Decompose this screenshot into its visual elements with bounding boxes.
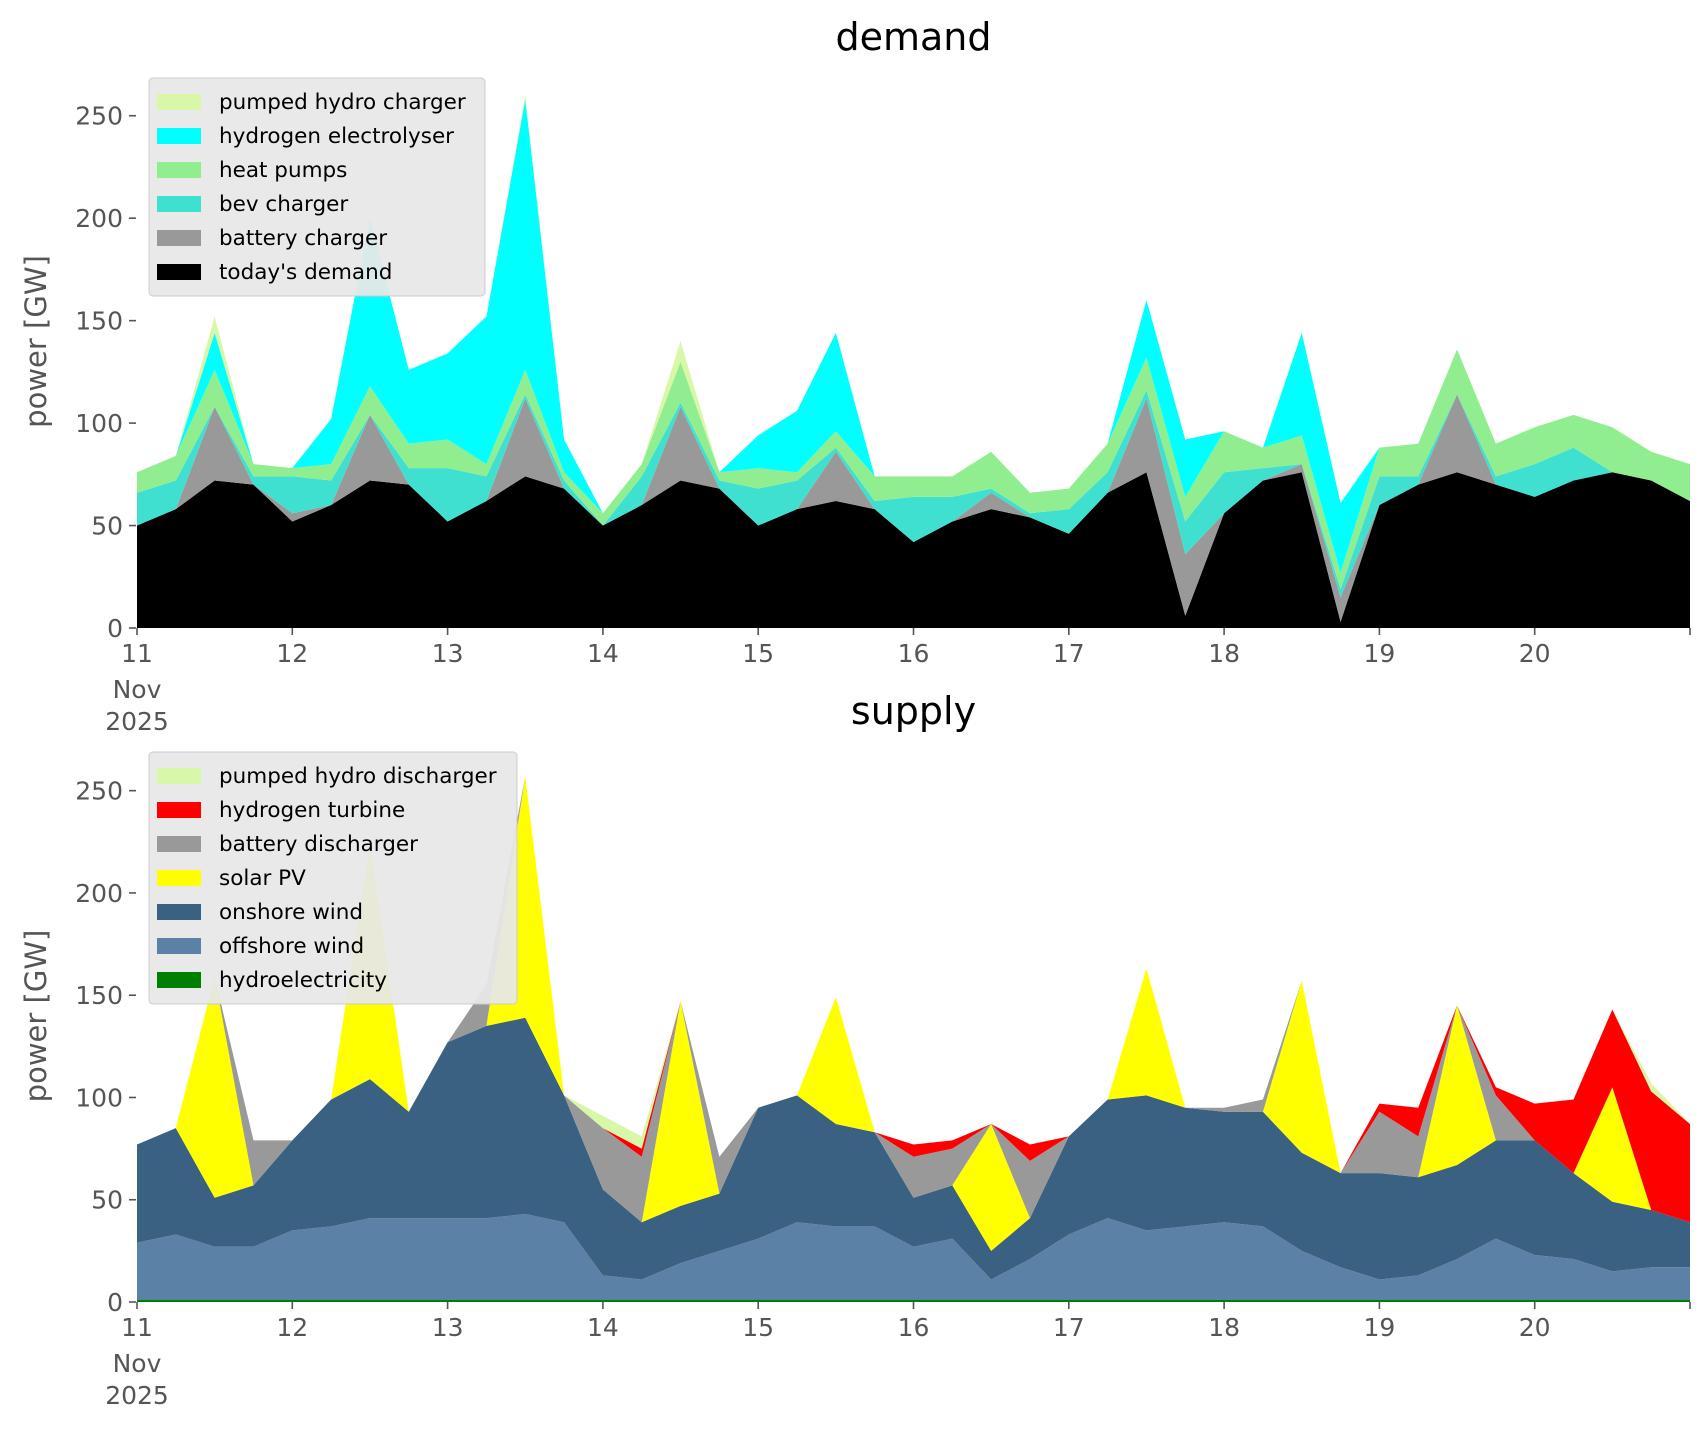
x-tick-label: 15: [742, 639, 774, 668]
legend-label: solar PV: [219, 866, 306, 891]
chart-title: supply: [851, 689, 976, 733]
x-tick-label: 18: [1208, 1313, 1240, 1342]
legend-swatch: [157, 836, 201, 852]
x-tick-sublabel: 2025: [105, 1381, 169, 1410]
area-onshore-wind: [137, 1017, 1690, 1280]
x-tick-label: 14: [587, 639, 619, 668]
legend-label: pumped hydro charger: [219, 90, 466, 115]
legend-swatch: [157, 162, 201, 178]
legend-swatch: [157, 128, 201, 144]
x-tick-label: 12: [276, 1313, 308, 1342]
y-axis-label: power [GW]: [19, 930, 53, 1103]
legend-swatch: [157, 230, 201, 246]
y-tick-label: 100: [75, 409, 123, 438]
x-tick-label: 12: [276, 639, 308, 668]
y-tick-label: 100: [75, 1083, 123, 1112]
x-tick-label: 13: [432, 1313, 464, 1342]
legend: pumped hydro discharger hydrogen turbine b…: [148, 751, 518, 1005]
legend: pumped hydro charger hydrogen electrolyse…: [148, 77, 486, 297]
legend-label: battery charger: [219, 226, 387, 251]
x-tick-label: 11: [121, 639, 153, 668]
y-tick-label: 250: [75, 777, 123, 806]
x-tick-sublabel: 2025: [105, 707, 169, 736]
x-tick-label: 16: [898, 1313, 930, 1342]
legend-swatch: [157, 768, 201, 784]
y-axis-label: power [GW]: [19, 255, 53, 428]
area-bev-charger: [137, 390, 1690, 598]
area-solar-pv: [137, 776, 1690, 1251]
x-tick-sublabel: Nov: [113, 675, 162, 704]
legend-swatch: [157, 870, 201, 886]
demand-chart: demand 0 50 100 150 200 250 11 Nov 2025 12 13 14 15 16…: [19, 15, 1691, 736]
legend-frame: [148, 751, 518, 1005]
y-tick-label: 50: [91, 512, 123, 541]
legend-swatch: [157, 94, 201, 110]
supply-chart: supply 0 50 100 150 200 250 11 Nov 2025 12 13 14 15 16…: [19, 689, 1691, 1410]
x-tick-label: 14: [587, 1313, 619, 1342]
x-tick-sublabel: Nov: [113, 1349, 162, 1378]
legend-swatch: [157, 264, 201, 280]
y-tick-label: 0: [107, 614, 123, 643]
x-tick-label: 17: [1053, 1313, 1085, 1342]
legend-swatch: [157, 972, 201, 988]
legend-label: hydroelectricity: [219, 968, 387, 993]
area-hydroelectricity: [137, 1299, 1690, 1302]
x-tick-label: 20: [1519, 639, 1551, 668]
area-hydrogen-electrolyser: [137, 99, 1690, 573]
y-tick-label: 200: [75, 204, 123, 233]
legend-label: heat pumps: [219, 158, 347, 183]
legend-swatch: [157, 904, 201, 920]
x-tick-label: 13: [432, 639, 464, 668]
legend-frame: [148, 77, 486, 297]
x-tick-label: 18: [1208, 639, 1240, 668]
x-tick-label: 20: [1519, 1313, 1551, 1342]
legend-label: offshore wind: [219, 934, 364, 959]
y-tick-label: 150: [75, 307, 123, 336]
area-battery-charger: [137, 394, 1690, 622]
legend-label: bev charger: [219, 192, 348, 217]
y-tick-label: 250: [75, 102, 123, 131]
legend-label: pumped hydro discharger: [219, 764, 497, 789]
x-tick-label: 19: [1363, 639, 1395, 668]
legend-label: battery discharger: [219, 832, 418, 857]
x-tick-label: 15: [742, 1313, 774, 1342]
y-tick-label: 150: [75, 981, 123, 1010]
legend-swatch: [157, 196, 201, 212]
y-tick-label: 0: [107, 1288, 123, 1317]
chart-title: demand: [835, 15, 991, 59]
x-tick-label: 16: [898, 639, 930, 668]
y-tick-label: 200: [75, 879, 123, 908]
x-tick-label: 19: [1363, 1313, 1395, 1342]
area-offshore-wind: [137, 1214, 1690, 1300]
legend-swatch: [157, 938, 201, 954]
legend-label: today's demand: [219, 260, 392, 285]
area-today-s-demand: [137, 472, 1690, 628]
legend-swatch: [157, 802, 201, 818]
area-heat-pumps: [137, 349, 1690, 590]
x-tick-label: 11: [121, 1313, 153, 1342]
legend-label: onshore wind: [219, 900, 363, 925]
y-tick-label: 50: [91, 1186, 123, 1215]
x-tick-label: 17: [1053, 639, 1085, 668]
legend-label: hydrogen electrolyser: [219, 124, 454, 149]
legend-label: hydrogen turbine: [219, 798, 405, 823]
